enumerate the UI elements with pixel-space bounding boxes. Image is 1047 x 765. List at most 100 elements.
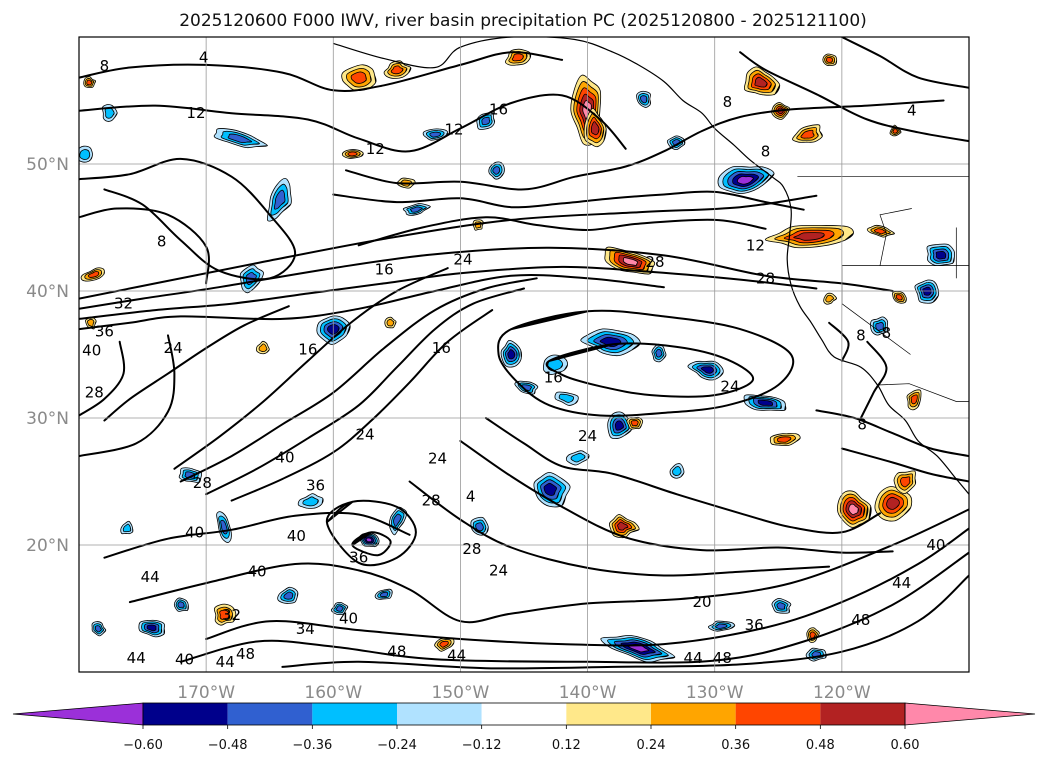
colorbar-bin xyxy=(820,703,905,725)
precip-patch xyxy=(608,514,640,539)
precip-patch-ring xyxy=(481,116,491,126)
lon-tick-label: 160°W xyxy=(304,683,362,703)
precip-patch-ring xyxy=(640,95,648,104)
iwv-contour-label: 28 xyxy=(85,384,104,402)
iwv-contour-line xyxy=(484,417,881,534)
iwv-contour-label: 36 xyxy=(95,323,114,341)
iwv-contour-line xyxy=(351,531,392,557)
iwv-contour-label: 8 xyxy=(761,142,771,160)
precip-patch xyxy=(837,490,872,528)
lat-tick-label: 40°N xyxy=(26,282,69,302)
precip-patch xyxy=(488,161,505,180)
precip-patch-ring xyxy=(146,624,157,632)
precip-patch xyxy=(120,520,134,535)
iwv-contour-label: 16 xyxy=(544,368,563,386)
iwv-contour-line xyxy=(497,309,795,417)
lon-tick-label: 120°W xyxy=(813,683,871,703)
precip-patch xyxy=(402,203,431,216)
iwv-contour-label: 36 xyxy=(349,549,368,567)
iwv-contour-label: 32 xyxy=(114,295,133,313)
colorbar-bin xyxy=(312,703,397,725)
lon-tick-label: 170°W xyxy=(177,683,235,703)
precip-patch-ring xyxy=(390,65,404,75)
colorbar-bin xyxy=(143,703,228,725)
iwv-contour-line xyxy=(205,527,969,647)
iwv-contour-label: 44 xyxy=(684,649,703,667)
precip-patch-ring xyxy=(429,131,441,138)
precip-patch-ring xyxy=(617,521,629,531)
iwv-contour-label: 40 xyxy=(926,536,945,554)
precip-patch xyxy=(341,149,364,159)
iwv-contour-line xyxy=(332,190,805,211)
coastline xyxy=(333,37,969,495)
iwv-contour-line xyxy=(281,574,969,670)
iwv-contour-label: 4 xyxy=(199,48,209,66)
iwv-contour-line xyxy=(840,37,969,89)
colorbar-tick-label: 0.24 xyxy=(637,738,666,753)
colorbar-tick-label: 0.60 xyxy=(891,738,920,753)
precip-patch xyxy=(764,224,854,249)
iwv-contour-label: 8 xyxy=(882,324,892,342)
iwv-contour-line xyxy=(179,277,538,483)
iwv-contour-line xyxy=(459,439,894,554)
precip-patch-ring xyxy=(350,71,367,84)
iwv-contour-label: 16 xyxy=(298,340,317,358)
precip-patch-ring xyxy=(757,399,774,407)
colorbar-tick-label: 0.12 xyxy=(552,738,581,753)
precip-patch-ring xyxy=(793,232,825,241)
iwv-contour-label: 12 xyxy=(366,140,385,158)
precip-patch-ring xyxy=(737,176,754,185)
iwv-contour-label: 40 xyxy=(247,563,266,581)
colorbar-bin xyxy=(735,703,821,725)
iwv-contour-line xyxy=(79,340,126,417)
iwv-contour-label: 32 xyxy=(222,606,241,624)
precip-patch-ring xyxy=(409,206,423,213)
iwv-contour-line xyxy=(840,447,969,483)
precip-patch xyxy=(277,586,299,604)
precip-patch xyxy=(914,279,940,304)
precip-patch-ring xyxy=(570,452,586,463)
iwv-contour-label: 44 xyxy=(141,568,160,586)
precip-patch xyxy=(771,597,792,614)
iwv-contour-label: 12 xyxy=(445,121,464,139)
precip-patch-ring xyxy=(622,257,639,266)
precip-patch-ring xyxy=(347,151,358,157)
iwv-contour-label: 16 xyxy=(375,260,394,278)
colorbar-bin xyxy=(397,703,482,725)
precip-patch xyxy=(626,416,644,430)
colorbar-tick-label: −0.60 xyxy=(123,738,163,753)
precip-patch-ring xyxy=(630,420,639,427)
lat-tick-label: 20°N xyxy=(26,536,69,556)
precip-patch xyxy=(85,316,97,330)
iwv-contour-label: 16 xyxy=(489,100,508,118)
iwv-contour-label: 34 xyxy=(296,620,315,638)
precip-patch xyxy=(669,463,685,479)
precip-patch-ring xyxy=(543,482,558,496)
iwv-contour-label: 28 xyxy=(645,253,664,271)
iwv-contour-label: 12 xyxy=(186,104,205,122)
precip-patch xyxy=(893,470,917,495)
iwv-contour-line xyxy=(79,265,818,320)
precip-patch-ring xyxy=(439,640,449,648)
precip-patch-ring xyxy=(886,496,900,510)
colorbar-bin xyxy=(651,703,736,725)
precip-patch-ring xyxy=(899,476,911,488)
precip-patch xyxy=(822,53,838,66)
iwv-contour-line xyxy=(815,409,969,458)
iwv-contour-label: 44 xyxy=(447,646,466,664)
iwv-contour-line xyxy=(828,321,850,362)
precip-patch xyxy=(374,588,393,600)
iwv-contour-label: 20 xyxy=(692,593,711,611)
precip-patch-ring xyxy=(777,436,792,443)
political-border xyxy=(879,208,912,266)
iwv-contour-line xyxy=(859,340,888,419)
precip-patch-ring xyxy=(302,496,319,507)
iwv-contour-line xyxy=(357,216,767,247)
precip-patch-ring xyxy=(104,107,115,119)
precip-patch-ring xyxy=(672,466,682,476)
precip-patch xyxy=(666,135,686,151)
colorbar-tick-label: 0.48 xyxy=(806,738,835,753)
iwv-contour-label: 24 xyxy=(578,427,597,445)
precip-patch xyxy=(792,124,823,143)
colorbar-bin xyxy=(481,703,567,725)
